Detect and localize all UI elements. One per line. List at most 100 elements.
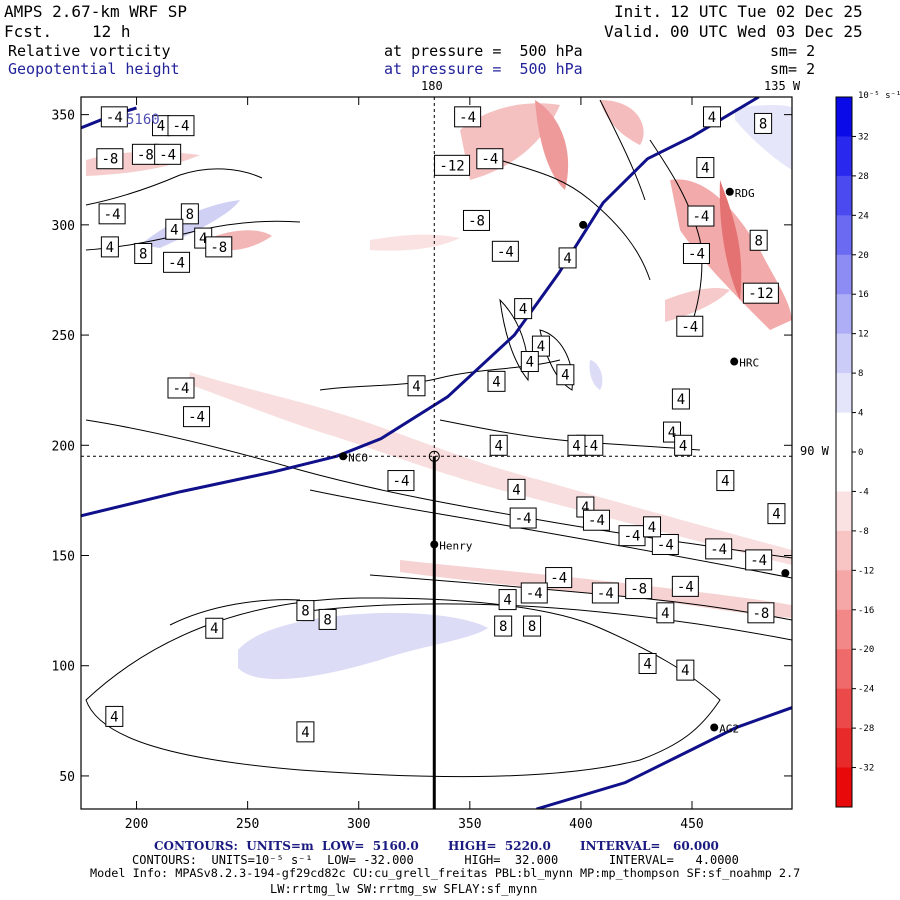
plot-frame xyxy=(80,96,793,810)
contour-label-box xyxy=(491,240,519,262)
contour-label: 4 xyxy=(703,106,722,128)
contour-label-box xyxy=(520,582,548,604)
lon-180-label: 180 xyxy=(421,79,443,93)
contour-label-box xyxy=(754,112,773,134)
contour-label-text: 8 xyxy=(323,612,331,628)
contour-label: 4 xyxy=(558,247,577,269)
contour-label: 4 xyxy=(487,370,506,392)
field2-level: at pressure = 500 hPa xyxy=(384,60,583,78)
y-tick-label: 300 xyxy=(52,219,75,234)
colorbar-swatch xyxy=(836,491,852,532)
contour-label: 4 xyxy=(674,434,693,456)
model-info: Model Info: MPASv8.2.3-194-gf29cd82c CU:… xyxy=(90,866,801,880)
contour-label-text: 4 xyxy=(668,425,676,441)
contour-label-box xyxy=(625,578,653,600)
colorbar-swatch xyxy=(836,530,852,571)
contour-label-box xyxy=(514,298,533,320)
contour-label: 8 xyxy=(180,203,199,225)
contour-label-text: 8 xyxy=(528,619,536,635)
contour-label: 4 xyxy=(498,589,517,611)
contour-label-text: -4 xyxy=(188,410,205,426)
contour-label-box xyxy=(167,377,195,399)
contour-label-text: -4 xyxy=(173,119,190,135)
colorbar-swatch xyxy=(836,452,852,492)
y-tick-label: 250 xyxy=(52,329,75,344)
contour-label-text: 8 xyxy=(186,207,194,223)
contour-label-text: -4 xyxy=(688,247,705,263)
contour-label-text: 8 xyxy=(139,247,147,263)
contour-label-box xyxy=(183,406,211,428)
contour-label: -4 xyxy=(651,533,679,555)
contour-label-text: 4 xyxy=(519,302,527,318)
contour-label-text: -4 xyxy=(481,152,498,168)
contour-label: -4 xyxy=(618,525,646,547)
contour-label: 4 xyxy=(514,298,533,320)
contour-label-box xyxy=(745,549,773,571)
contour-label-text: -12 xyxy=(748,286,773,302)
x-tick-label: 200 xyxy=(125,817,148,832)
contour-label-box xyxy=(696,157,715,179)
contour-label: -4 xyxy=(491,240,519,262)
colorbar-tick-label: 32 xyxy=(858,132,869,142)
contour-label-box xyxy=(462,209,490,231)
contour-label-box xyxy=(96,148,124,170)
contour-label: 4 xyxy=(767,503,786,525)
init-label: Init. xyxy=(614,2,663,21)
colorbar-tick-label: 4 xyxy=(858,409,863,419)
station-label: HRC xyxy=(739,357,759,370)
contour-label: 4 xyxy=(671,388,690,410)
contour-label-text: -4 xyxy=(681,319,698,335)
height-contour-5160 xyxy=(81,97,760,518)
contour-label: 8 xyxy=(296,600,315,622)
positive-vorticity-region xyxy=(238,612,488,680)
contour-label: 8 xyxy=(523,615,542,637)
contour-label: -4 xyxy=(582,509,610,531)
contour-label-box xyxy=(545,567,573,589)
y-tick-label: 50 xyxy=(59,770,75,785)
model-title: AMPS 2.67-km WRF SP xyxy=(4,2,188,21)
contour-label: 4 xyxy=(643,516,662,538)
contour-label: 4 xyxy=(716,470,735,492)
contour-label-text: -4 xyxy=(173,381,190,397)
contour-label: -4 xyxy=(163,251,191,273)
contour-label-text: -4 xyxy=(393,474,410,490)
x-tick-label: 250 xyxy=(236,817,259,832)
station-label: RDG xyxy=(735,187,755,200)
x-tick-label: 300 xyxy=(347,817,370,832)
colorbar-swatch xyxy=(836,175,852,216)
contour-label-box xyxy=(742,282,779,304)
pole-marker xyxy=(428,450,440,462)
model-info-physics: LW:rrtmg_lw SW:rrtmg_sw SFLAY:sf_mynn xyxy=(270,882,538,896)
contour-label: 4 xyxy=(296,721,315,743)
station-dot xyxy=(725,187,734,196)
contour-label-text: 4 xyxy=(679,438,687,454)
contour-label-text: 4 xyxy=(581,500,589,516)
contour-label-text: 4 xyxy=(708,110,716,126)
colorbar-swatch xyxy=(836,412,852,453)
negative-vorticity-region xyxy=(188,372,792,565)
contour-label: -4 xyxy=(183,406,211,428)
contour-label-box xyxy=(582,509,610,531)
vorticity-contour-info: CONTOURS: UNITS=10⁻⁵ s⁻¹ LOW= -32.000 HI… xyxy=(132,853,739,867)
contour-label: 4 xyxy=(696,157,715,179)
contour-label-text: 8 xyxy=(759,116,767,132)
contour-label-box xyxy=(296,721,315,743)
contour-label: 4 xyxy=(105,705,124,727)
contour-label: -4 xyxy=(476,148,504,170)
contour-label: -8 xyxy=(205,236,233,258)
contour-label-box xyxy=(100,236,119,258)
contour-label: -12 xyxy=(434,154,471,176)
contour-label-text: 4 xyxy=(110,709,118,725)
station-label: Henry xyxy=(439,539,472,552)
contour-label-box xyxy=(705,538,733,560)
colorbar-unit: 10⁻⁵ s⁻¹ xyxy=(858,91,900,101)
contour-label-box xyxy=(656,602,675,624)
contour-label-text: -4 xyxy=(597,586,614,602)
valid-time: 00 UTC Wed 03 Dec 25 xyxy=(670,22,863,41)
contour-label: -4 xyxy=(520,582,548,604)
contour-label-box xyxy=(676,315,704,337)
colorbar-swatch xyxy=(836,688,852,729)
height-contour-5220 xyxy=(536,706,792,809)
contour-label: 4 xyxy=(165,218,184,240)
y-tick-label: 200 xyxy=(52,439,75,454)
